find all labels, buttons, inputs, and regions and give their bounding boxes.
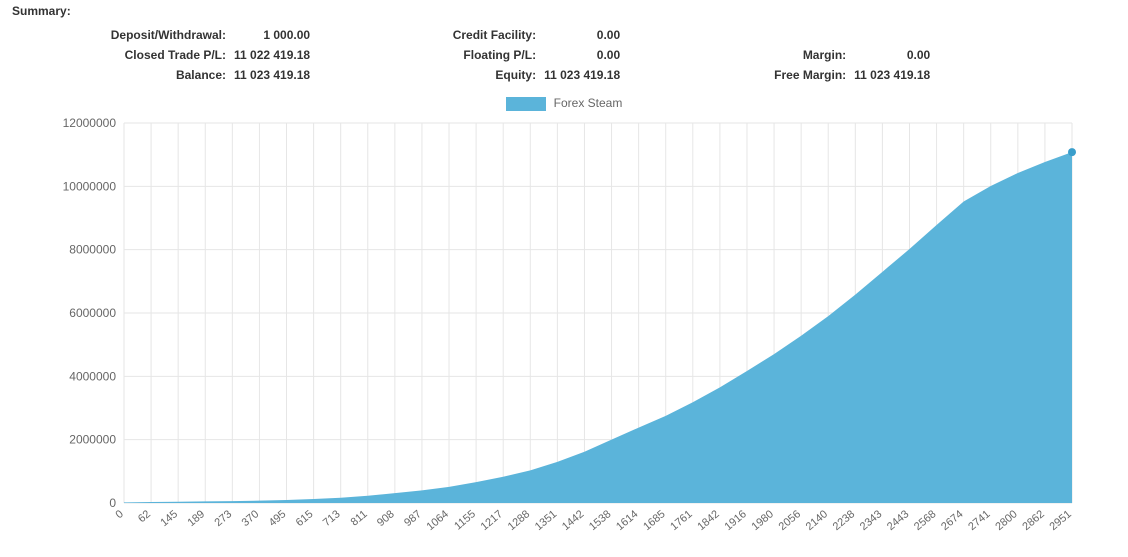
- svg-text:1064: 1064: [424, 508, 450, 533]
- svg-text:273: 273: [212, 508, 234, 529]
- summary-row: Deposit/Withdrawal: 1 000.00 Credit Faci…: [62, 26, 990, 44]
- svg-text:1538: 1538: [587, 508, 613, 533]
- summary-label: Balance:: [62, 66, 232, 84]
- summary-label: Free Margin:: [682, 66, 852, 84]
- svg-text:0: 0: [109, 496, 116, 510]
- svg-text:1842: 1842: [695, 508, 721, 533]
- summary-label: Margin:: [682, 46, 852, 64]
- svg-text:1217: 1217: [479, 508, 505, 533]
- summary-row: Closed Trade P/L: 11 022 419.18 Floating…: [62, 46, 990, 64]
- legend-label: Forex Steam: [554, 96, 623, 110]
- svg-text:4000000: 4000000: [69, 369, 116, 383]
- summary-label: Deposit/Withdrawal:: [62, 26, 232, 44]
- svg-text:495: 495: [267, 508, 289, 529]
- svg-text:811: 811: [349, 508, 370, 528]
- equity-curve-chart: 0 2000000 4000000 6000000 8000000 10000000 120…: [42, 117, 1086, 555]
- svg-text:1614: 1614: [614, 508, 640, 533]
- svg-text:2140: 2140: [804, 508, 830, 533]
- summary-title: Summary:: [12, 4, 1128, 18]
- summary-label: Credit Facility:: [372, 26, 542, 44]
- summary-label: Closed Trade P/L:: [62, 46, 232, 64]
- svg-text:189: 189: [185, 508, 207, 529]
- svg-text:2862: 2862: [1020, 508, 1046, 533]
- summary-value: 11 023 419.18: [854, 66, 990, 84]
- summary-table: Deposit/Withdrawal: 1 000.00 Credit Faci…: [60, 24, 992, 86]
- summary-label: [682, 26, 852, 44]
- summary-value: 0.00: [544, 26, 680, 44]
- svg-text:713: 713: [321, 508, 343, 529]
- summary-label: Floating P/L:: [372, 46, 542, 64]
- svg-text:1916: 1916: [722, 508, 748, 533]
- svg-text:370: 370: [240, 508, 262, 529]
- svg-text:987: 987: [402, 508, 424, 529]
- legend-swatch: [506, 97, 546, 111]
- svg-text:0: 0: [114, 508, 126, 521]
- svg-text:2951: 2951: [1047, 508, 1073, 533]
- svg-text:8000000: 8000000: [69, 242, 116, 256]
- svg-text:1155: 1155: [452, 508, 478, 532]
- summary-value: [854, 26, 990, 44]
- svg-text:1685: 1685: [641, 508, 667, 533]
- svg-text:145: 145: [158, 508, 180, 529]
- svg-text:2238: 2238: [831, 508, 857, 533]
- summary-value: 0.00: [544, 46, 680, 64]
- svg-text:2000000: 2000000: [69, 432, 116, 446]
- svg-text:62: 62: [136, 508, 153, 525]
- svg-text:615: 615: [294, 508, 316, 529]
- summary-value: 11 023 419.18: [234, 66, 370, 84]
- svg-text:2674: 2674: [939, 508, 965, 533]
- svg-text:1288: 1288: [506, 508, 532, 533]
- chart-legend: Forex Steam: [0, 96, 1128, 111]
- svg-text:1351: 1351: [533, 508, 559, 533]
- svg-text:2568: 2568: [912, 508, 938, 533]
- svg-text:1980: 1980: [750, 508, 776, 533]
- summary-value: 11 022 419.18: [234, 46, 370, 64]
- svg-text:2800: 2800: [993, 508, 1019, 533]
- svg-text:1442: 1442: [560, 508, 586, 533]
- svg-text:1761: 1761: [668, 508, 694, 533]
- summary-label: Equity:: [372, 66, 542, 84]
- svg-text:2741: 2741: [966, 508, 992, 533]
- svg-text:908: 908: [375, 508, 397, 529]
- svg-text:6000000: 6000000: [69, 306, 116, 320]
- summary-value: 1 000.00: [234, 26, 370, 44]
- svg-text:2443: 2443: [885, 508, 911, 533]
- svg-text:12000000: 12000000: [63, 117, 117, 130]
- svg-text:10000000: 10000000: [63, 179, 117, 193]
- summary-value: 11 023 419.18: [544, 66, 680, 84]
- summary-row: Balance: 11 023 419.18 Equity: 11 023 41…: [62, 66, 990, 84]
- svg-text:2056: 2056: [777, 508, 803, 533]
- summary-value: 0.00: [854, 46, 990, 64]
- svg-text:2343: 2343: [858, 508, 884, 533]
